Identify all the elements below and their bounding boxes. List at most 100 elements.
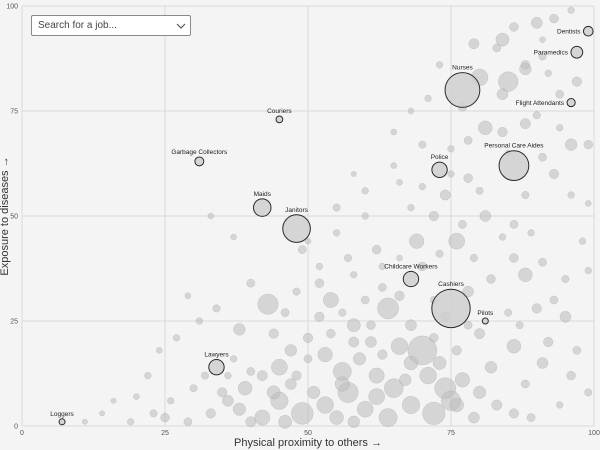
data-point [329,410,344,425]
data-point [326,328,336,339]
data-point [486,274,496,284]
data-point [409,233,425,249]
data-point [99,410,105,417]
labeled-point [252,198,272,217]
point-label: Garbage Collectors [171,149,228,156]
point-label: Personal Care Aides [484,143,544,150]
data-point [368,367,385,384]
data-point [584,388,593,397]
data-point [184,292,192,300]
data-point [356,400,374,418]
data-point [378,408,398,427]
data-point [519,118,531,130]
data-point [509,253,519,263]
data-point [230,355,238,363]
data-point [536,357,549,369]
labeled-point [402,270,420,288]
data-point [285,378,297,390]
data-point [549,295,559,305]
labeled-point [498,150,530,181]
axis-ticks: 0 25 50 75 100 0 25 50 75 100 [6,4,600,438]
data-point [352,352,366,366]
labeled-point [275,115,284,124]
data-point [521,379,530,389]
data-point [538,52,547,61]
data-point [566,370,576,381]
data-point [257,293,279,315]
data-point [167,397,175,405]
data-point [567,6,575,14]
data-point [316,396,334,414]
data-point [526,413,536,422]
data-point [284,344,297,357]
data-point [399,373,412,386]
data-point [578,237,587,245]
y-tick-label: 0 [14,424,18,431]
data-point [473,385,487,399]
data-point [322,292,339,308]
data-point [451,345,462,356]
data-point [315,262,324,271]
data-point [377,349,388,360]
data-point [149,409,158,418]
data-point [127,418,135,426]
x-tick-label: 50 [304,430,312,437]
y-tick-label: 100 [6,4,18,11]
data-point [394,290,405,301]
job-search-dropdown[interactable]: Search for a job... [31,15,191,36]
data-point [361,187,369,195]
data-point [498,233,507,241]
chevron-down-icon [172,23,190,29]
data-point [254,409,271,426]
data-point [390,337,409,355]
data-point [509,22,519,32]
data-point [424,94,432,103]
data-point [564,138,578,151]
data-point [509,220,519,229]
data-point [531,17,543,29]
data-point [498,71,519,92]
data-point [543,336,554,348]
data-point [332,203,341,212]
point-label: Cashiers [438,281,464,288]
labeled-point [582,25,594,37]
data-point [222,395,234,407]
data-point [468,38,480,50]
grid [21,5,595,427]
data-point [317,347,333,363]
data-point [561,275,570,283]
x-tick-label: 25 [161,430,169,437]
data-point [496,88,509,100]
data-point [531,303,542,314]
data-point [350,271,358,279]
x-tick-label: 100 [588,430,600,437]
labeled-point [570,45,584,59]
data-point [195,317,203,325]
data-point [447,170,455,178]
labeled-point [58,418,66,426]
labeled-point [444,72,481,108]
data-point [584,266,592,275]
data-point [463,173,473,183]
data-point [504,308,513,317]
point-label: Maids [254,191,272,198]
labeled-point [194,156,205,167]
data-point [384,378,404,398]
point-label: Janitors [285,207,309,214]
data-point [344,254,353,262]
data-point [518,267,533,283]
data-point [360,295,370,305]
data-point [390,128,398,136]
data-point [556,401,564,409]
data-point [419,366,437,385]
data-point [246,278,256,288]
data-point [435,249,444,258]
data-point [571,76,582,87]
data-point [189,384,198,393]
data-point [217,387,228,398]
search-placeholder: Search for a job... [38,20,117,31]
point-label: Lawyers [204,352,229,359]
data-point [304,237,312,245]
data-point [307,385,321,399]
data-point [439,189,451,201]
